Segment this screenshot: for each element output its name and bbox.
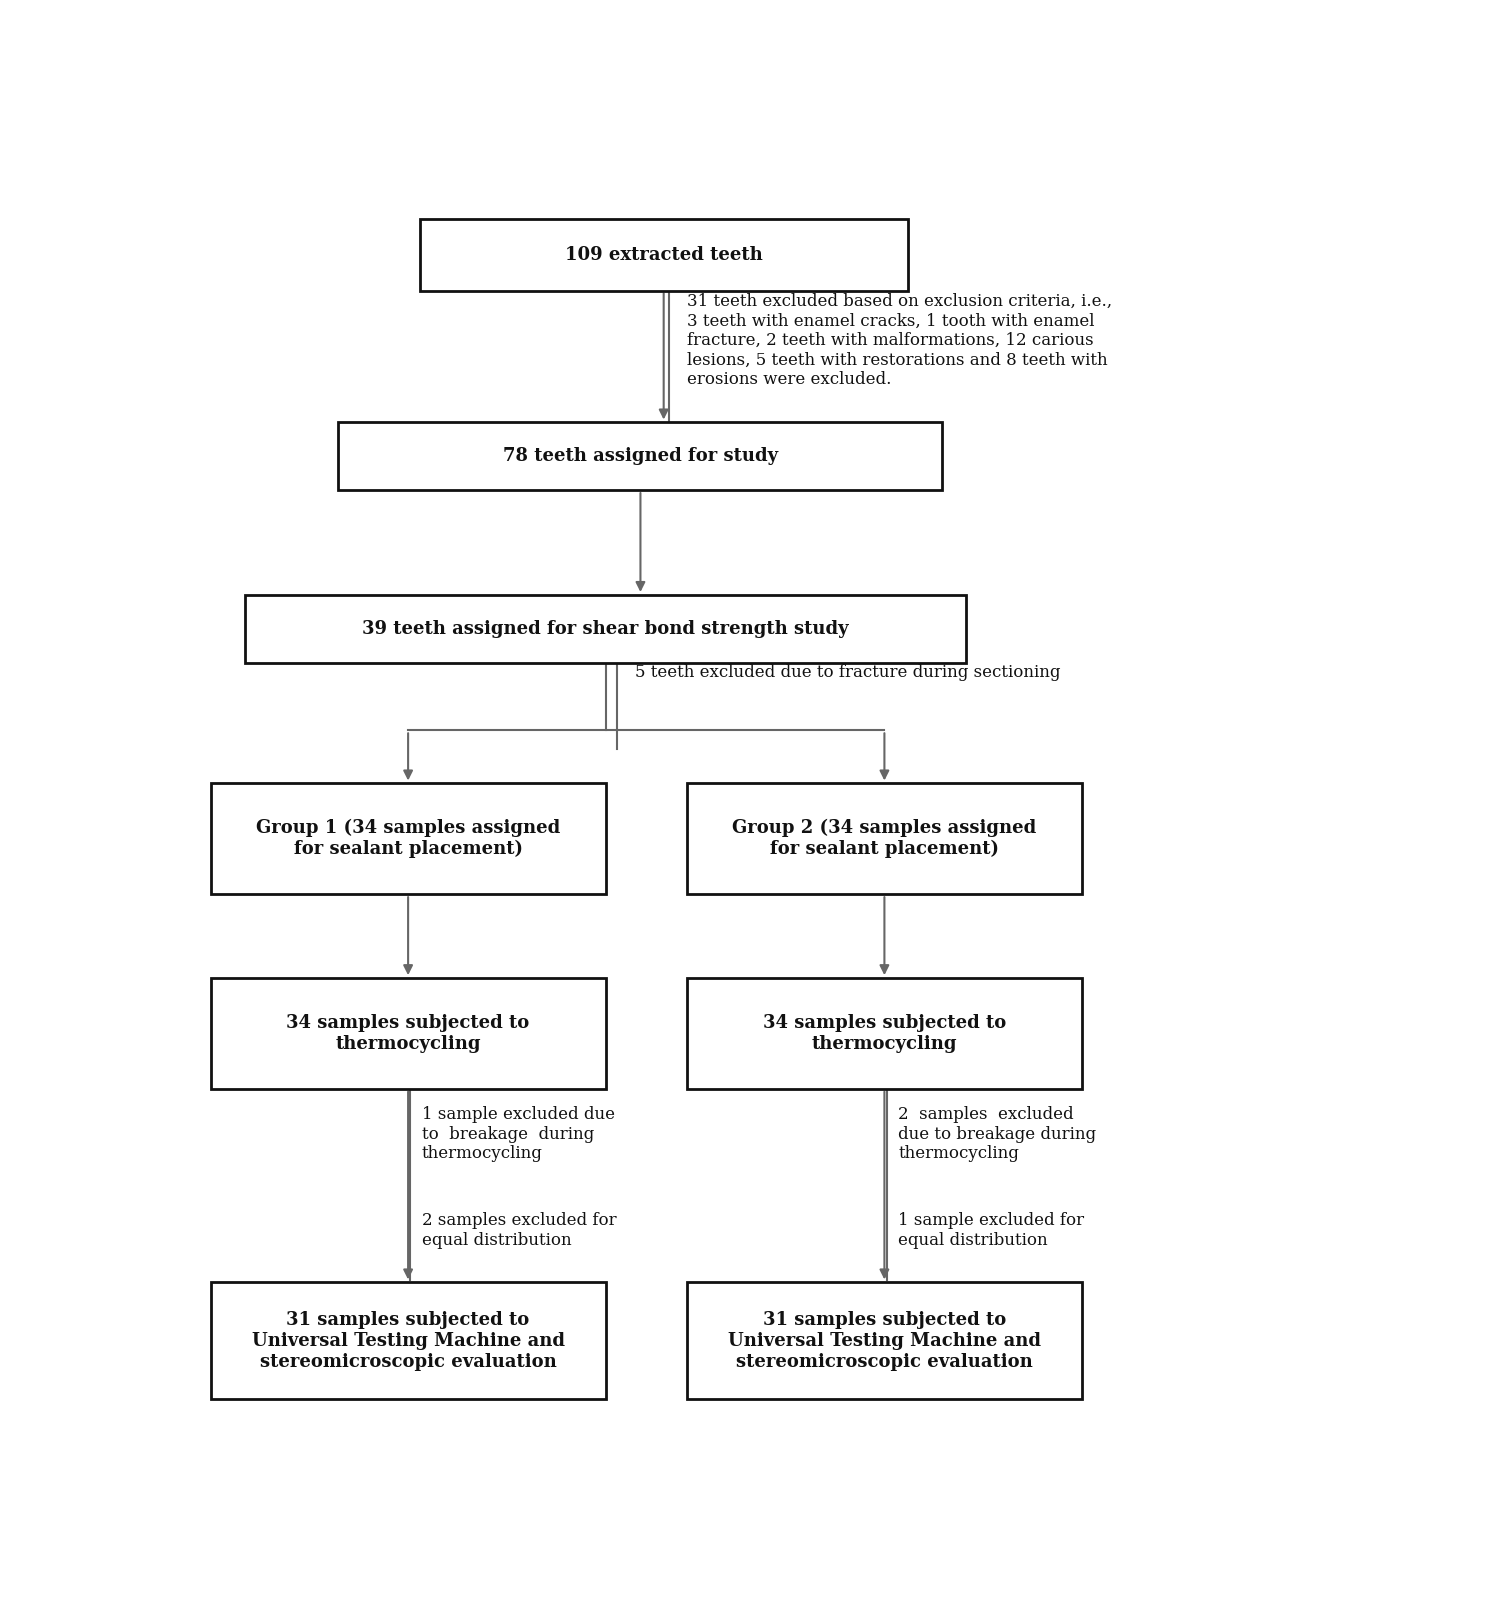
Text: 31 teeth excluded based on exclusion criteria, i.e.,
3 teeth with enamel cracks,: 31 teeth excluded based on exclusion cri…: [687, 293, 1112, 389]
Text: 2 samples excluded for
equal distribution: 2 samples excluded for equal distributio…: [423, 1213, 616, 1248]
Bar: [687, 784, 1082, 894]
Text: Group 1 (34 samples assigned
for sealant placement): Group 1 (34 samples assigned for sealant…: [256, 819, 561, 859]
Text: 1 sample excluded due
to  breakage  during
thermocycling: 1 sample excluded due to breakage during…: [423, 1106, 615, 1162]
Text: 34 samples subjected to
thermocycling: 34 samples subjected to thermocycling: [286, 1014, 529, 1053]
Text: 39 teeth assigned for shear bond strength study: 39 teeth assigned for shear bond strengt…: [363, 619, 848, 638]
Text: 31 samples subjected to
Universal Testing Machine and
stereomicroscopic evaluati: 31 samples subjected to Universal Testin…: [729, 1310, 1040, 1371]
Bar: [246, 595, 965, 662]
Bar: [339, 422, 943, 490]
Bar: [210, 1282, 606, 1400]
Text: 2  samples  excluded
due to breakage during
thermocycling: 2 samples excluded due to breakage durin…: [898, 1106, 1096, 1162]
Text: 78 teeth assigned for study: 78 teeth assigned for study: [502, 448, 778, 466]
Text: 1 sample excluded for
equal distribution: 1 sample excluded for equal distribution: [898, 1213, 1084, 1248]
Bar: [687, 978, 1082, 1090]
Bar: [210, 978, 606, 1090]
Text: 31 samples subjected to
Universal Testing Machine and
stereomicroscopic evaluati: 31 samples subjected to Universal Testin…: [252, 1310, 565, 1371]
Bar: [687, 1282, 1082, 1400]
Bar: [210, 784, 606, 894]
Text: 34 samples subjected to
thermocycling: 34 samples subjected to thermocycling: [763, 1014, 1006, 1053]
Text: 109 extracted teeth: 109 extracted teeth: [565, 246, 763, 264]
Bar: [420, 219, 908, 291]
Text: 5 teeth excluded due to fracture during sectioning: 5 teeth excluded due to fracture during …: [634, 664, 1060, 682]
Text: Group 2 (34 samples assigned
for sealant placement): Group 2 (34 samples assigned for sealant…: [733, 819, 1036, 859]
